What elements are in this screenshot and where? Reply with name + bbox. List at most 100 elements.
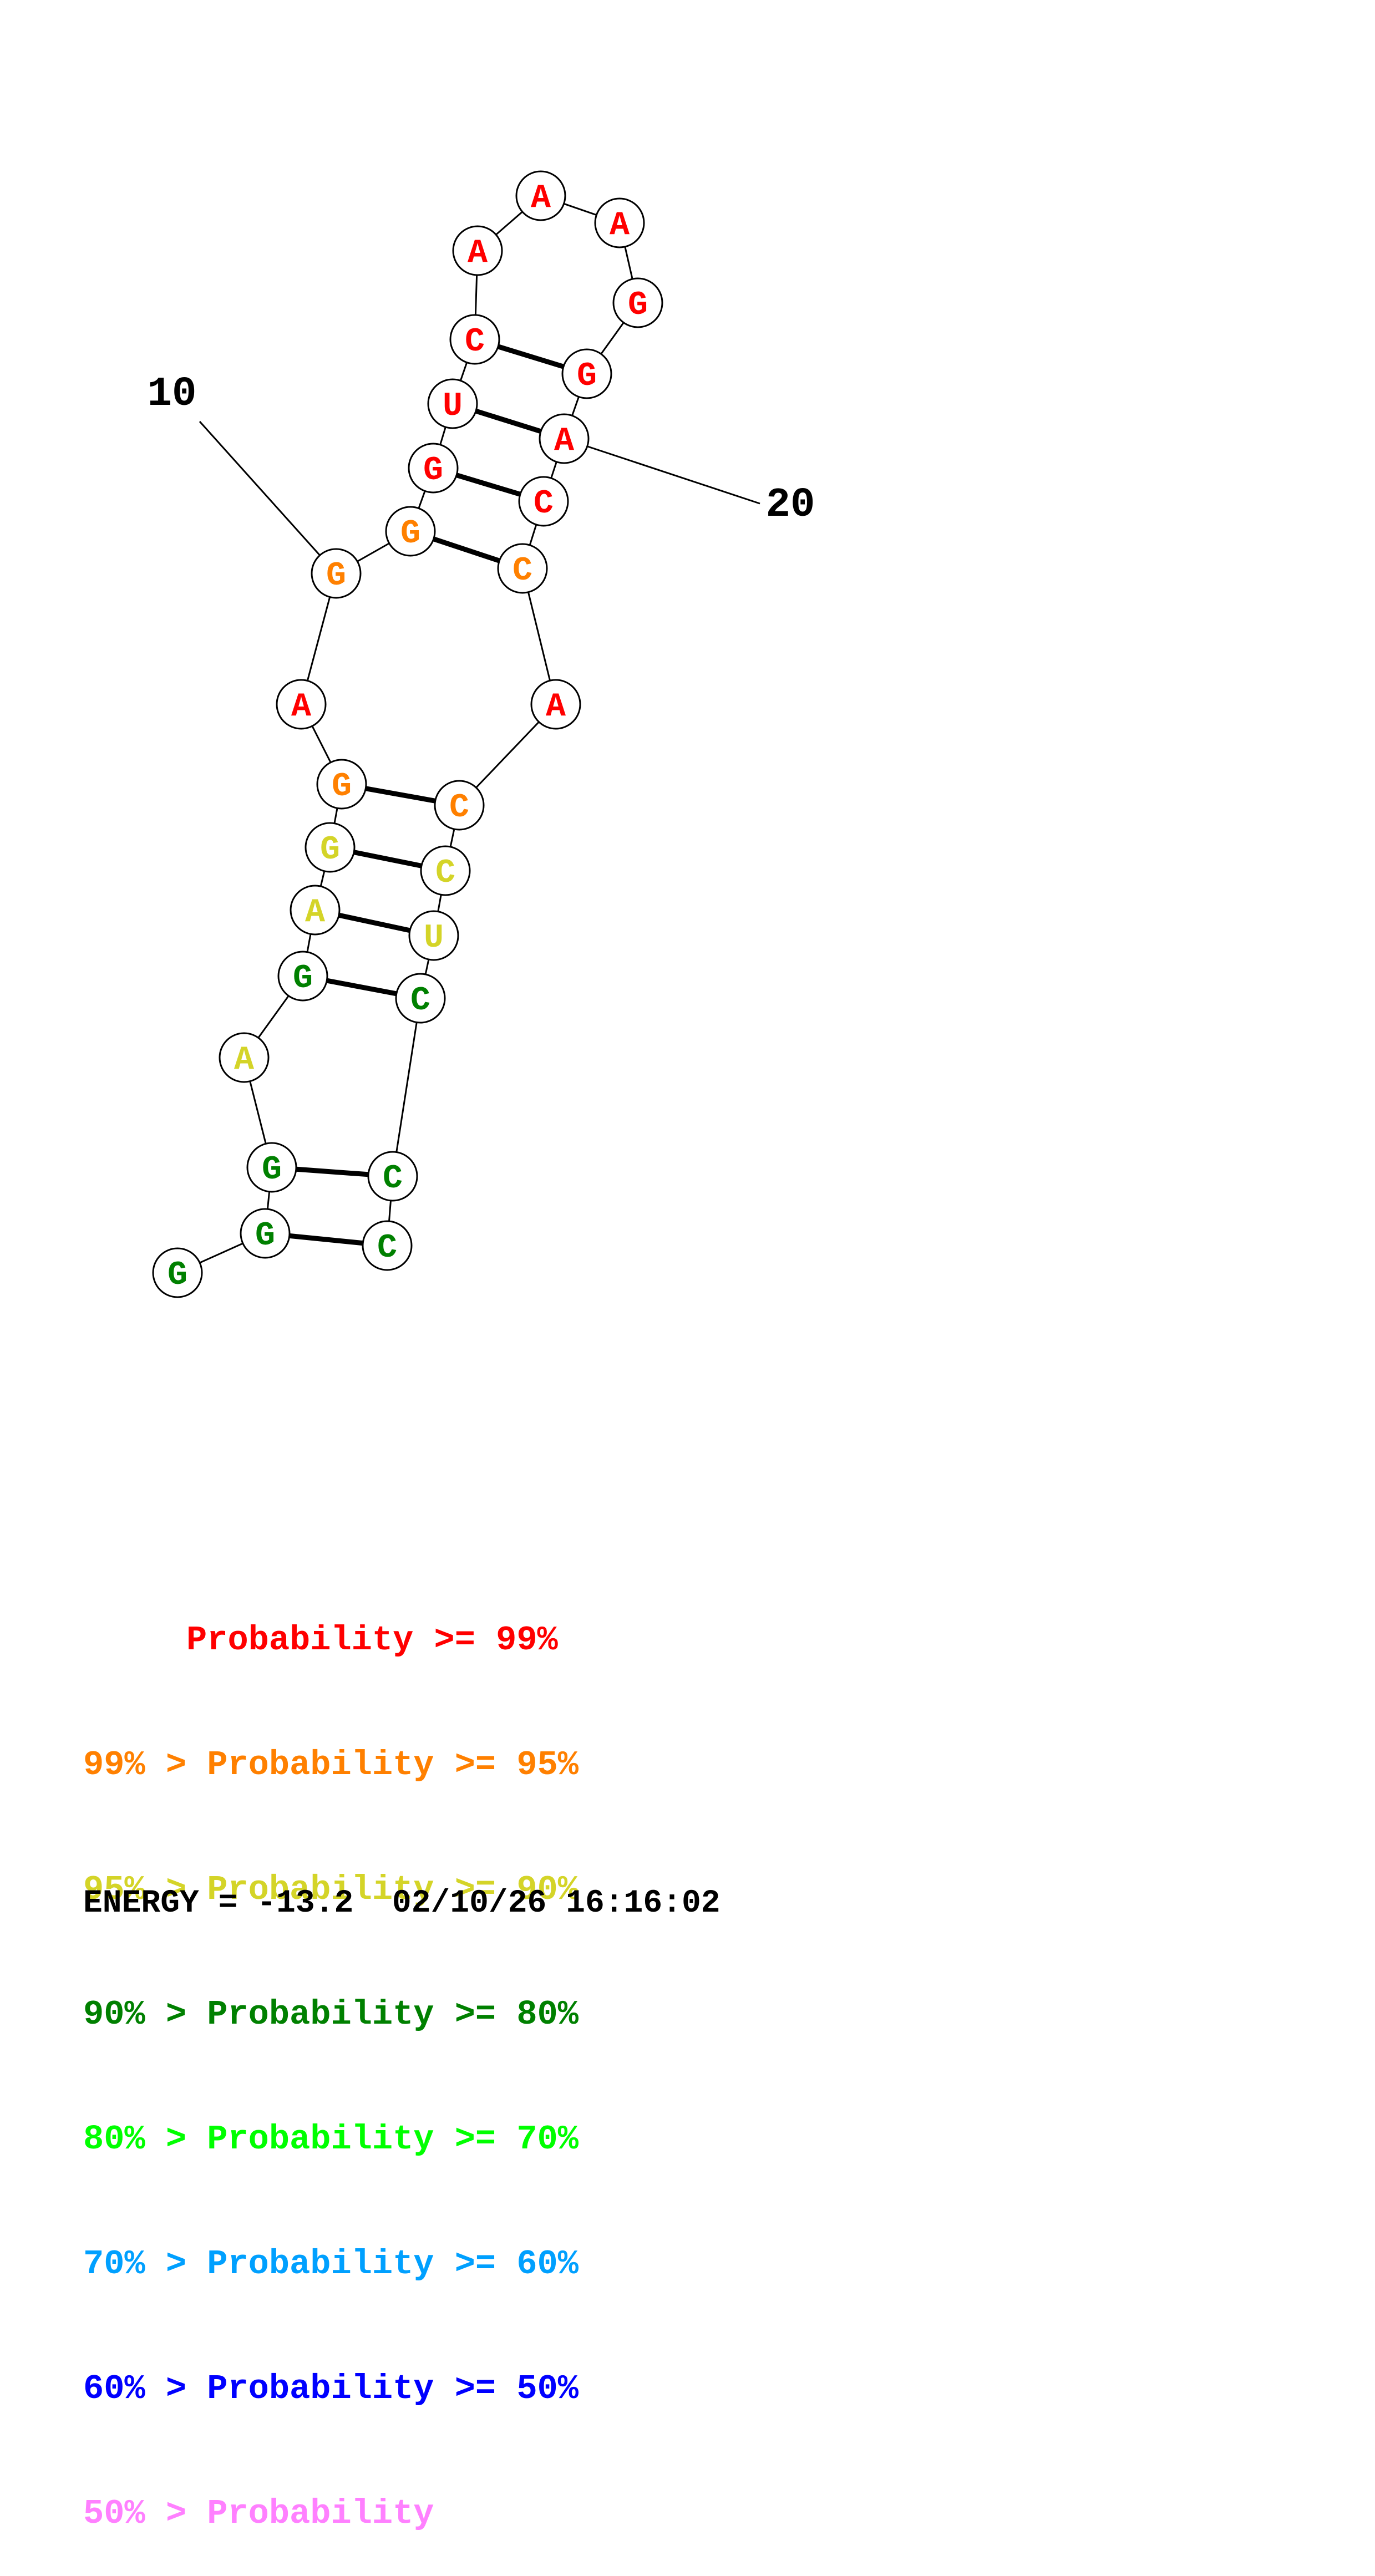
nucleotide-base: C — [534, 485, 554, 523]
nucleotide: G — [311, 548, 362, 599]
nucleotide-circle — [539, 413, 590, 464]
legend-line: 60% > Probability >= 50% — [83, 2369, 579, 2409]
nucleotide: C — [497, 543, 548, 594]
nucleotide: C — [518, 476, 569, 527]
nucleotide-base: A — [234, 1041, 254, 1079]
nucleotide-circle — [277, 951, 328, 1002]
nucleotide: G — [408, 443, 459, 494]
nucleotide-base: A — [468, 235, 488, 272]
nucleotide-base: C — [449, 789, 469, 827]
nucleotide: A — [452, 225, 503, 276]
nucleotide-base: C — [383, 1160, 403, 1198]
nucleotide: G — [612, 277, 663, 328]
nucleotide-circle — [305, 822, 356, 873]
nucleotide-base: C — [435, 855, 455, 892]
nucleotide: A — [539, 413, 590, 464]
nucleotide: C — [367, 1151, 418, 1202]
nucleotide: A — [530, 679, 581, 730]
nucleotide-base: A — [610, 207, 630, 245]
nucleotide-circle — [594, 197, 645, 248]
nucleotide: A — [219, 1032, 270, 1083]
nucleotide-circle — [152, 1247, 203, 1298]
energy-readout: ENERGY = -13.2 02/10/26 16:16:02 — [83, 1886, 721, 1922]
nucleotide-circle — [530, 679, 581, 730]
nucleotide-circle — [362, 1220, 413, 1271]
legend-line: 80% > Probability >= 70% — [83, 2120, 579, 2159]
nucleotide-base: A — [291, 688, 311, 726]
position-label-line — [199, 420, 337, 575]
nucleotide: C — [362, 1220, 413, 1271]
nucleotide: A — [515, 170, 566, 221]
nucleotide: G — [385, 506, 436, 557]
nucleotide: G — [316, 759, 367, 810]
nucleotide-base: A — [546, 688, 566, 726]
nucleotide: G — [246, 1142, 297, 1193]
nucleotide: C — [434, 780, 485, 831]
nucleotide: G — [305, 822, 356, 873]
backbone-segment — [392, 998, 422, 1177]
nucleotide: A — [290, 885, 341, 936]
nucleotide-circle — [427, 378, 478, 429]
nucleotide-circle — [408, 443, 459, 494]
nucleotide-circle — [561, 348, 612, 399]
nucleotide: U — [408, 910, 459, 961]
legend-line: Probability >= 99% — [83, 1620, 558, 1660]
legend-line: 99% > Probability >= 95% — [83, 1745, 579, 1785]
nucleotide-circle — [434, 780, 485, 831]
nucleotide-base: A — [554, 423, 574, 460]
nucleotide-circle — [408, 910, 459, 961]
nucleotide-base: G — [255, 1217, 275, 1255]
nucleotide-circle — [240, 1208, 291, 1259]
legend-line: 90% > Probability >= 80% — [83, 1995, 579, 2034]
nucleotide: G — [152, 1247, 203, 1298]
nucleotide-base: G — [400, 515, 420, 553]
legend-line: 95% > Probability >= 90% — [83, 1870, 579, 1909]
nucleotide: C — [420, 845, 471, 896]
nucleotide-base: G — [326, 557, 346, 595]
nucleotide-circle — [219, 1032, 270, 1083]
nucleotide-base: U — [443, 388, 463, 425]
position-label: 10 — [148, 371, 197, 418]
nucleotide-circle — [518, 476, 569, 527]
nucleotide-circle — [290, 885, 341, 936]
nucleotide-circle — [452, 225, 503, 276]
nucleotide-base: G — [262, 1151, 282, 1189]
nucleotide: C — [395, 973, 446, 1024]
nucleotide-circle — [395, 973, 446, 1024]
nucleotide: G — [277, 951, 328, 1002]
nucleotide-base: G — [293, 960, 313, 998]
nucleotide-circle — [246, 1142, 297, 1193]
nucleotide-base: A — [305, 894, 325, 932]
nucleotide-base: G — [332, 768, 352, 806]
nucleotide-circle — [385, 506, 436, 557]
nucleotide-base: A — [531, 180, 551, 217]
nucleotide-circle — [367, 1151, 418, 1202]
nucleotide-base: G — [628, 287, 648, 324]
nucleotide: G — [240, 1208, 291, 1259]
legend-line: 70% > Probability >= 60% — [83, 2244, 579, 2284]
nucleotide-base: G — [577, 358, 597, 395]
nucleotide-circle — [276, 679, 327, 730]
legend-line: 50% > Probability — [83, 2494, 434, 2533]
nucleotide-circle — [449, 314, 500, 365]
nucleotide-base: U — [424, 919, 444, 957]
nucleotide-circle — [316, 759, 367, 810]
probability-legend: Probability >= 99% 99% > Probability >= … — [83, 1536, 579, 2576]
nucleotide-base: C — [465, 323, 485, 361]
nucleotide: U — [427, 378, 478, 429]
nucleotide: C — [449, 314, 500, 365]
nucleotide-base: C — [513, 552, 532, 590]
nucleotide-base: G — [320, 831, 340, 869]
nucleotide-base: G — [423, 452, 443, 490]
nucleotide-circle — [420, 845, 471, 896]
nucleotide-base: G — [168, 1257, 187, 1294]
nucleotide-circle — [311, 548, 362, 599]
nucleotide-circle — [497, 543, 548, 594]
position-label: 20 — [766, 482, 815, 529]
nucleotide: A — [276, 679, 327, 730]
nucleotide-base: C — [377, 1229, 397, 1267]
nucleotide: G — [561, 348, 612, 399]
nucleotide-circle — [612, 277, 663, 328]
